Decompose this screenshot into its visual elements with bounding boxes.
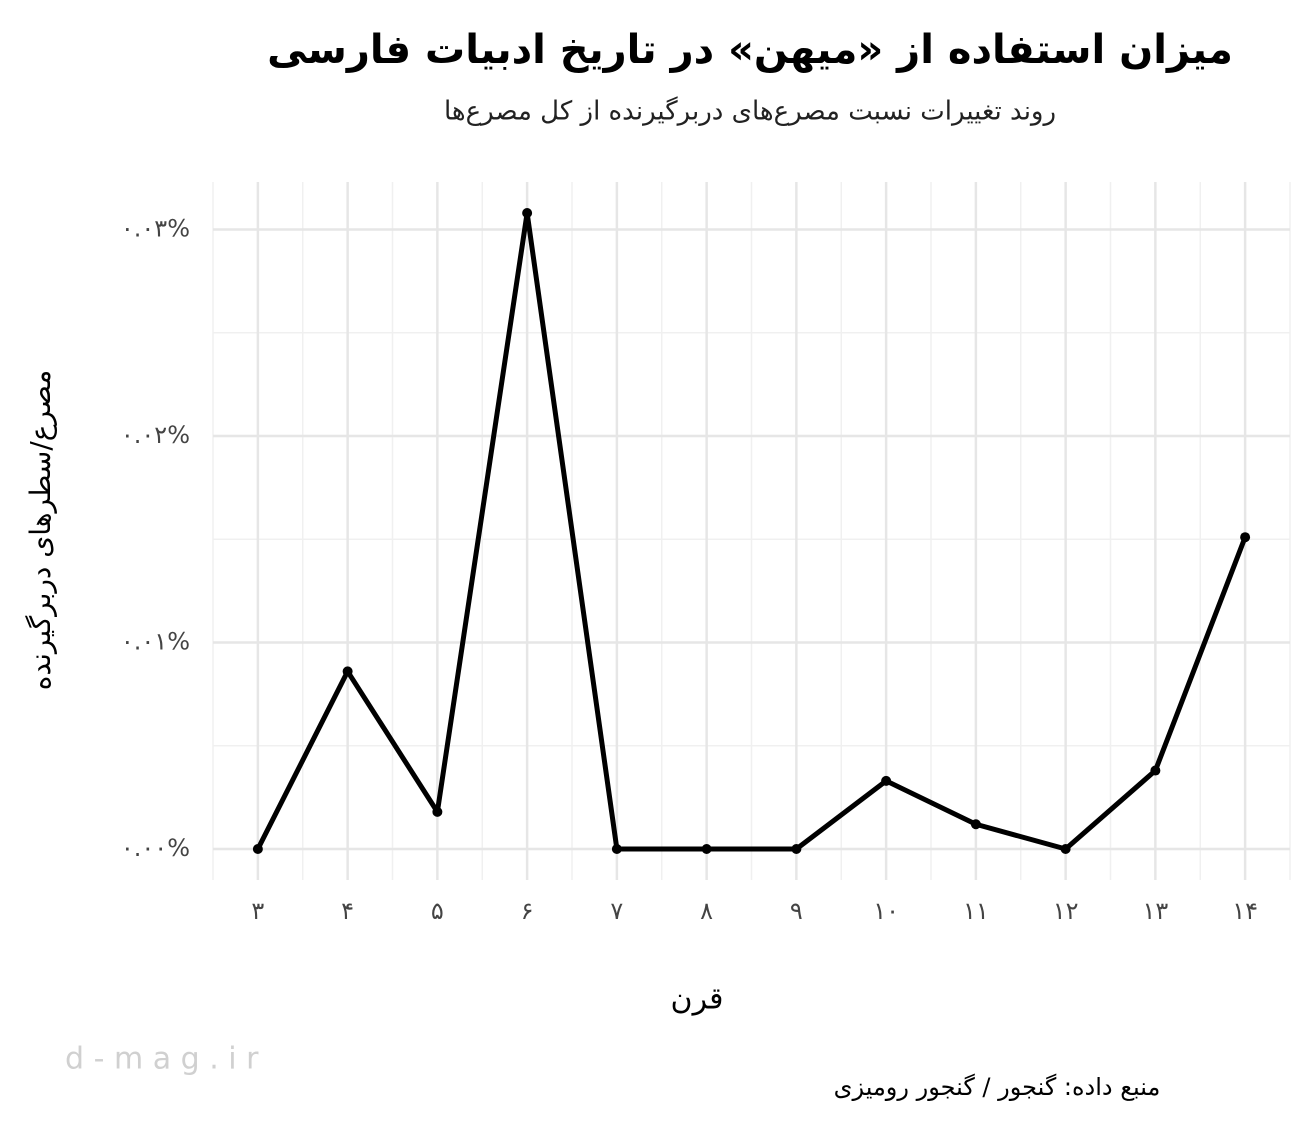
point: [1060, 844, 1071, 855]
x-tick-label: ۶: [521, 897, 534, 925]
x-tick-label: ۱۰: [873, 897, 899, 925]
x-tick-label: ۳: [251, 897, 264, 925]
y-tick-label: ۰.۰۳%: [121, 214, 190, 242]
x-axis-label: قرن: [671, 982, 724, 1017]
point: [432, 806, 443, 817]
x-tick-label: ۱۱: [963, 897, 989, 925]
point: [701, 844, 712, 855]
point: [970, 819, 981, 830]
y-axis-label: مصرع/سطرهای دربرگیرنده: [24, 370, 57, 690]
x-tick-label: ۱۴: [1232, 897, 1258, 925]
x-tick-label: ۴: [341, 897, 354, 925]
watermark: d - m a g . i r: [65, 1042, 259, 1077]
y-tick-label: ۰.۰۱%: [121, 628, 190, 656]
x-tick-label: ۹: [790, 897, 803, 925]
y-tick-label: ۰.۰۰%: [121, 834, 190, 862]
y-tick-label: ۰.۰۲%: [121, 421, 190, 449]
x-tick-label: ۸: [700, 897, 713, 925]
x-tick-label: ۷: [610, 897, 623, 925]
point: [252, 844, 263, 855]
point: [342, 666, 353, 677]
point: [1240, 532, 1251, 543]
point: [611, 844, 622, 855]
point: [1150, 765, 1161, 776]
line: [255, 210, 1248, 852]
caption: منبع داده: گنجور / گنجور رومیزی: [834, 1073, 1161, 1101]
point: [522, 207, 533, 218]
chart-subtitle: روند تغییرات نسبت مصرع‌های دربرگیرنده از…: [444, 96, 1056, 127]
point: [881, 775, 892, 786]
x-tick-label: ۱۳: [1142, 897, 1168, 925]
point: [791, 844, 802, 855]
chart-title: میزان استفاده از «میهن» در تاریخ ادبیات …: [267, 27, 1233, 73]
x-tick-label: ۱۲: [1053, 897, 1079, 925]
x-tick-label: ۵: [431, 897, 444, 925]
